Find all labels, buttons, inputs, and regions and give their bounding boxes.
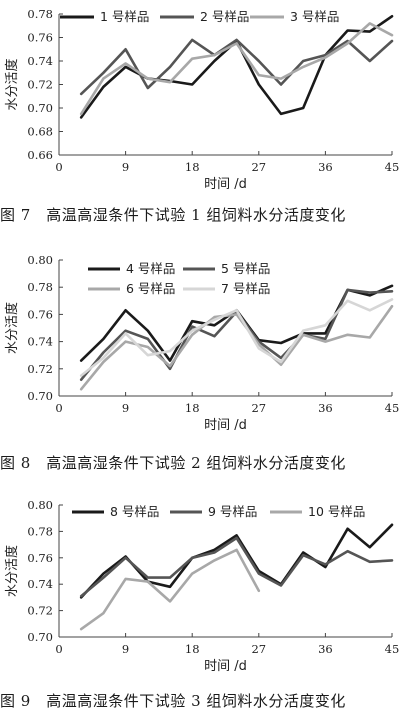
chart-water-activity-group-2: 0.70 0.72 0.74 0.76 0.78 0.80 0 9 18 27 36 45 时间 /d 水… (4, 253, 400, 433)
x-tick-label: 0 (55, 160, 62, 174)
y-tick-label: 0.70 (27, 389, 53, 403)
x-tick-label: 0 (55, 401, 62, 415)
figure-caption: 图 9 高温高湿条件下试验 3 组饲料水分活度变化 (0, 692, 346, 710)
legend-label: 9 号样品 (208, 504, 257, 519)
x-tick-label: 36 (318, 160, 333, 174)
x-tick-label: 9 (122, 401, 129, 415)
x-tick-label: 18 (185, 642, 200, 656)
x-tick-label: 27 (251, 642, 266, 656)
legend-label: 6 号样品 (126, 281, 175, 296)
y-tick-label: 0.70 (27, 101, 53, 115)
series-line (79, 14, 394, 119)
legend-label: 8 号样品 (110, 504, 159, 519)
x-axis-label: 时间 /d (204, 177, 247, 192)
legend-label: 3 号样品 (290, 9, 339, 24)
y-tick-label: 0.70 (27, 630, 53, 644)
y-tick-label: 0.76 (27, 307, 53, 321)
legend-label: 7 号样品 (221, 281, 270, 296)
y-tick-label: 0.72 (27, 362, 53, 376)
series-line (79, 536, 394, 598)
legend-label: 5 号样品 (221, 261, 270, 276)
series-line (79, 22, 394, 116)
chart-water-activity-group-1: 0.66 0.68 0.70 0.72 0.74 0.76 0.78 0 9 18 27 36 45 时间… (4, 7, 400, 192)
x-axis-label: 时间 /d (204, 418, 247, 433)
x-tick-label: 9 (122, 642, 129, 656)
y-axis-label: 水分活度 (4, 302, 20, 354)
x-tick-label: 27 (251, 160, 266, 174)
y-tick-label: 0.66 (27, 148, 53, 162)
x-tick-label: 0 (55, 642, 62, 656)
x-tick-label: 45 (385, 642, 400, 656)
x-tick-label: 45 (385, 160, 400, 174)
y-tick-label: 0.72 (27, 604, 53, 618)
legend-label: 10 号样品 (308, 504, 365, 519)
y-tick-label: 0.76 (27, 551, 53, 565)
y-tick-label: 0.80 (27, 498, 53, 512)
y-tick-label: 0.78 (27, 524, 53, 538)
x-tick-label: 27 (251, 401, 266, 415)
chart-water-activity-group-3: 0.70 0.72 0.74 0.76 0.78 0.80 0 9 18 27 36 45 时间 /d 水… (4, 498, 400, 674)
y-tick-label: 0.78 (27, 280, 53, 294)
legend-label: 1 号样品 (100, 9, 149, 24)
figure-caption: 图 7 高温高湿条件下试验 1 组饲料水分活度变化 (0, 206, 346, 224)
x-tick-label: 45 (385, 401, 400, 415)
series-line (79, 304, 394, 391)
y-tick-label: 0.74 (27, 335, 53, 349)
y-axis-label: 水分活度 (4, 58, 20, 110)
y-tick-label: 0.76 (27, 31, 53, 45)
y-tick-label: 0.74 (27, 577, 53, 591)
x-axis-label: 时间 /d (204, 659, 247, 674)
x-tick-label: 36 (318, 642, 333, 656)
legend-label: 2 号样品 (200, 9, 249, 24)
y-tick-label: 0.72 (27, 78, 53, 92)
x-tick-label: 18 (185, 401, 200, 415)
y-axis-label: 水分活度 (4, 545, 20, 597)
x-tick-label: 18 (185, 160, 200, 174)
series-line (79, 548, 261, 631)
y-tick-label: 0.74 (27, 54, 53, 68)
series-line (79, 38, 394, 96)
series-line (79, 298, 394, 377)
x-tick-label: 36 (318, 401, 333, 415)
y-tick-label: 0.80 (27, 253, 53, 267)
figure-caption: 图 8 高温高湿条件下试验 2 组饲料水分活度变化 (0, 454, 346, 472)
y-tick-label: 0.78 (27, 7, 53, 21)
y-tick-label: 0.68 (27, 125, 53, 139)
legend-label: 4 号样品 (126, 261, 175, 276)
x-tick-label: 9 (122, 160, 129, 174)
